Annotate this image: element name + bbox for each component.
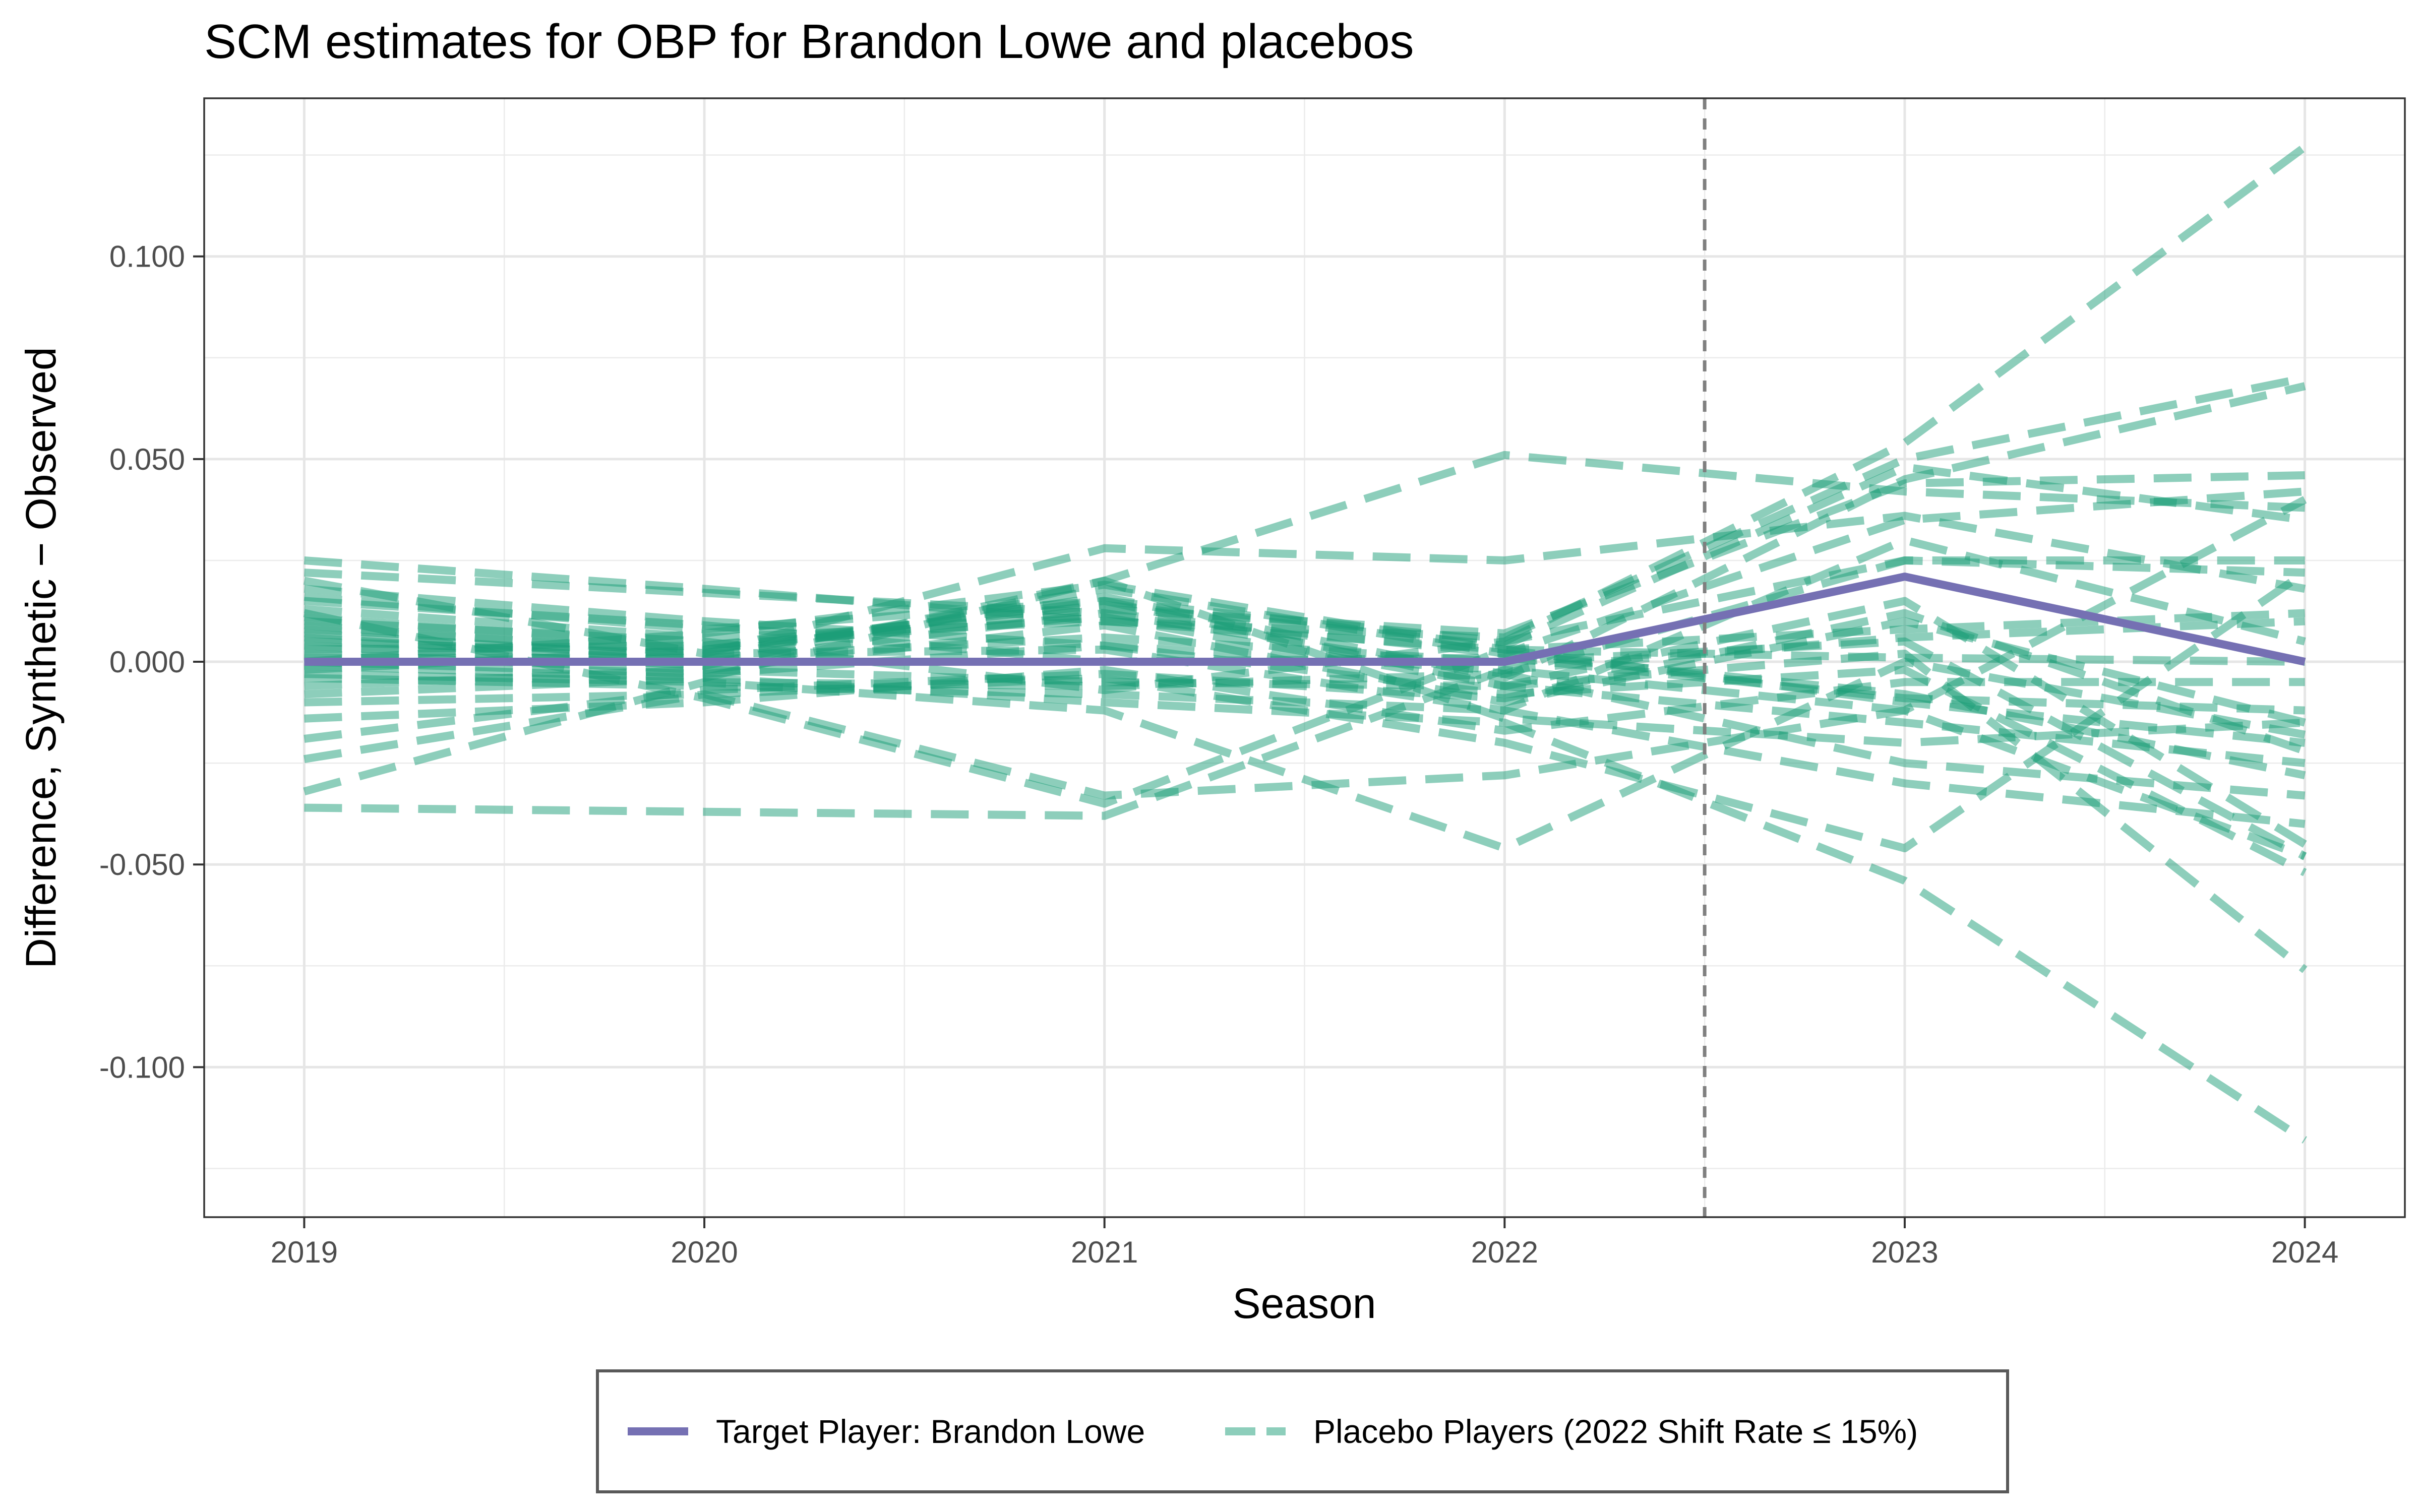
placebo-series-line-24 <box>304 609 2307 755</box>
y-tick-label: 0.100 <box>109 240 185 274</box>
legend-label-target: Target Player: Brandon Lowe <box>716 1413 1145 1450</box>
legend: Target Player: Brandon Lowe Placebo Play… <box>596 1369 2009 1493</box>
x-axis-title: Season <box>1233 1280 1376 1327</box>
placebo-series-line-11 <box>304 512 2306 658</box>
placebo-series-line-33 <box>303 536 2306 715</box>
legend-box <box>596 1369 2009 1493</box>
placebo-series-line-6 <box>304 463 2306 650</box>
y-axis-title: Difference, Synthetic − Observed <box>17 347 65 968</box>
legend-label-placebo: Placebo Players (2022 Shift Rate ≤ 15%) <box>1313 1413 1918 1450</box>
x-tick-label: 2021 <box>1071 1235 1138 1269</box>
placebo-series-line-5 <box>304 374 2306 642</box>
x-axis-ticks: 2019 2020 2021 2022 2023 2024 <box>271 1217 2338 1269</box>
placebo-lines <box>303 144 2308 1144</box>
placebo-series-line-28 <box>303 609 2305 808</box>
placebo-series-line-15 <box>304 633 2307 860</box>
y-tick-label: -0.100 <box>99 1050 185 1084</box>
target-line-group <box>304 573 2306 666</box>
x-tick-label: 2022 <box>1471 1235 1538 1269</box>
chart-title: SCM estimates for OBP for Brandon Lowe a… <box>204 15 1414 69</box>
placebo-series-line-31 <box>304 597 2306 768</box>
placebo-series-line-8 <box>304 471 2305 654</box>
y-tick-label: 0.000 <box>109 645 185 679</box>
x-tick-label: 2020 <box>671 1235 738 1269</box>
y-tick-label: -0.050 <box>99 848 185 881</box>
x-tick-label: 2023 <box>1871 1235 1938 1269</box>
x-tick-label: 2024 <box>2271 1235 2338 1269</box>
x-tick-label: 2019 <box>271 1235 338 1269</box>
y-tick-label: 0.050 <box>109 443 185 476</box>
placebo-series-line-22 <box>304 569 2308 852</box>
placebo-series-line-23 <box>304 666 2305 735</box>
placebo-series-line-18 <box>304 670 2306 800</box>
plot-border <box>203 97 2406 1218</box>
placebo-series-line-7 <box>304 382 2306 682</box>
placebo-series-line-29 <box>304 556 2305 695</box>
placebo-series-line-30 <box>304 581 2305 666</box>
target-series-line <box>304 573 2306 666</box>
placebo-series-line-10 <box>304 556 2305 678</box>
y-axis-ticks: 0.100 0.050 0.000 -0.050 -0.100 <box>99 240 204 1084</box>
placebo-series-line-26 <box>303 658 2306 852</box>
